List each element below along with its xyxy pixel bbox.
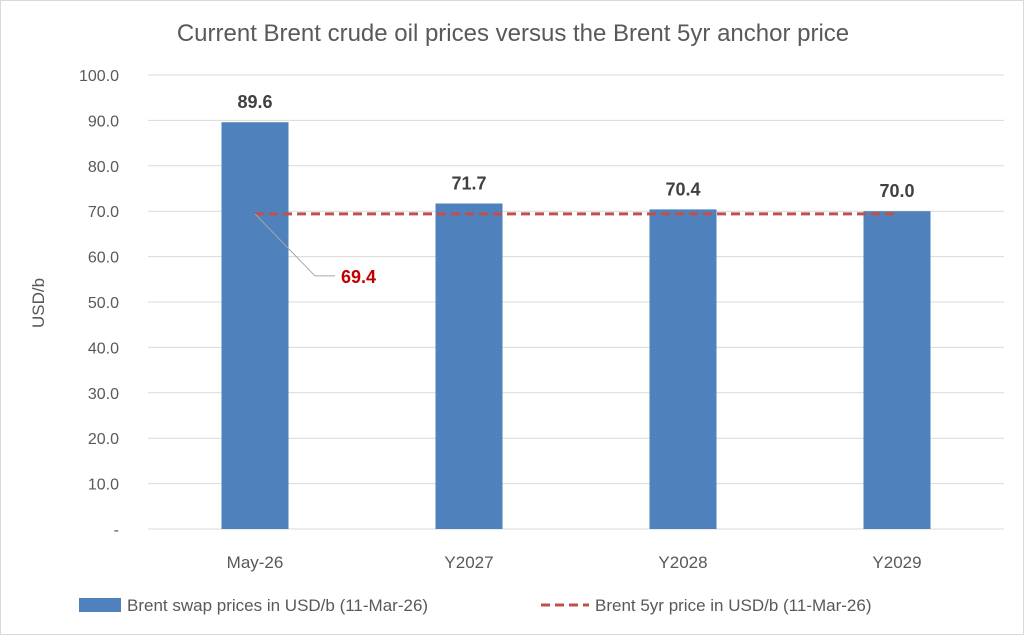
bar-value-label: 71.7 [451, 173, 486, 193]
y-tick-label: 100.0 [79, 68, 119, 85]
bar [221, 122, 289, 529]
bars [221, 122, 931, 529]
y-tick-label: - [114, 522, 119, 539]
x-category-label: Y2029 [872, 553, 921, 572]
y-tick-label: 60.0 [88, 250, 119, 267]
reference-line-group [254, 212, 897, 277]
y-tick-label: 50.0 [88, 295, 119, 312]
x-category-label: Y2027 [444, 553, 493, 572]
bar [435, 203, 503, 529]
legend-bar-swatch [79, 598, 121, 612]
y-axis-ticks: - 10.0 20.0 30.0 40.0 50.0 60.0 70.0 80.0 90.0 100… [79, 68, 119, 539]
y-tick-label: 20.0 [88, 431, 119, 448]
legend: Brent swap prices in USD/b (11-Mar-26) B… [79, 596, 872, 615]
y-tick-label: 10.0 [88, 477, 119, 494]
y-tick-label: 40.0 [88, 340, 119, 357]
bar-value-label: 89.6 [237, 92, 272, 112]
y-tick-label: 70.0 [88, 204, 119, 221]
x-axis-categories: May-26 Y2027 Y2028 Y2029 [227, 553, 922, 572]
x-category-label: Y2028 [658, 553, 707, 572]
chart-title: Current Brent crude oil prices versus th… [177, 20, 849, 47]
data-labels: 89.6 71.7 70.4 70.0 69.4 [237, 92, 914, 287]
y-tick-label: 80.0 [88, 159, 119, 176]
y-axis-label: USD/b [29, 278, 48, 328]
bar [863, 211, 931, 529]
bar [649, 209, 717, 529]
bar-value-label: 70.0 [879, 181, 914, 201]
y-tick-label: 90.0 [88, 113, 119, 130]
gridlines [148, 74, 1004, 530]
bar-value-label: 70.4 [665, 179, 700, 199]
legend-bar-label: Brent swap prices in USD/b (11-Mar-26) [127, 596, 428, 615]
y-tick-label: 30.0 [88, 386, 119, 403]
annotation-leader [254, 213, 335, 277]
x-category-label: May-26 [227, 553, 284, 572]
legend-line-label: Brent 5yr price in USD/b (11-Mar-26) [595, 596, 872, 615]
reference-value-label: 69.4 [341, 267, 376, 287]
